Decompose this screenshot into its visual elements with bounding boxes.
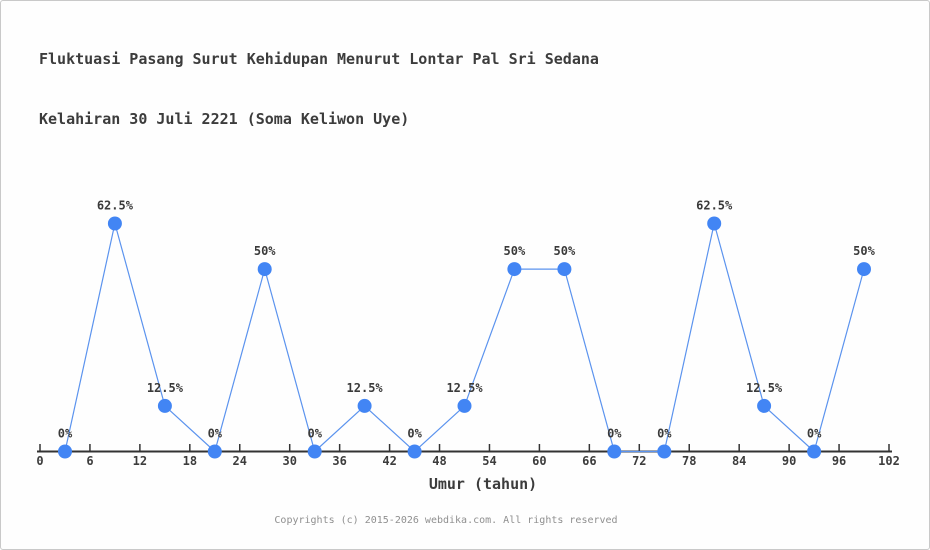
data-point-label: 0% bbox=[407, 427, 422, 441]
x-axis-tick-label: 78 bbox=[682, 454, 696, 468]
x-axis-tick-label: 72 bbox=[632, 454, 646, 468]
data-point-label: 50% bbox=[853, 244, 875, 258]
chart-title-line2: Kelahiran 30 Juli 2221 (Soma Keliwon Uye… bbox=[39, 110, 410, 128]
data-point-marker bbox=[357, 398, 372, 413]
data-point-label: 12.5% bbox=[147, 381, 184, 395]
x-axis-tick-label: 66 bbox=[582, 454, 596, 468]
data-point-label: 50% bbox=[254, 244, 276, 258]
data-point-marker bbox=[58, 444, 72, 459]
x-axis-tick-label: 42 bbox=[382, 454, 396, 468]
copyright-footer: Copyrights (c) 2015-2026 webdika.com. Al… bbox=[274, 515, 618, 526]
data-point-marker bbox=[107, 216, 122, 231]
line-series bbox=[58, 216, 871, 459]
data-point-marker bbox=[757, 398, 772, 413]
x-axis: 0 6 12 18 24 30 36 42 48 54 60 66 72 78 84 90 96 102 bbox=[36, 444, 900, 468]
data-point-marker bbox=[157, 398, 172, 413]
data-point-label: 50% bbox=[554, 244, 576, 258]
x-axis-title: Umur (tahun) bbox=[429, 475, 537, 493]
data-point-label: 0% bbox=[657, 427, 672, 441]
data-point-marker bbox=[257, 262, 272, 277]
x-axis-tick-label: 24 bbox=[233, 454, 247, 468]
x-axis-tick-label: 6 bbox=[86, 454, 93, 468]
x-axis-tick-label: 90 bbox=[782, 454, 796, 468]
data-point-label: 0% bbox=[208, 427, 223, 441]
data-point-label: 0% bbox=[807, 427, 822, 441]
data-point-label: 0% bbox=[307, 427, 322, 441]
x-axis-tick-label: 12 bbox=[133, 454, 147, 468]
data-point-label: 0% bbox=[58, 427, 73, 441]
x-axis-tick-label: 54 bbox=[482, 454, 496, 468]
data-point-label: 62.5% bbox=[696, 199, 733, 213]
data-point-marker bbox=[857, 262, 871, 277]
x-axis-tick-label: 84 bbox=[732, 454, 746, 468]
data-point-label: 62.5% bbox=[97, 199, 134, 213]
data-point-marker bbox=[807, 444, 822, 459]
x-axis-tick-label: 96 bbox=[832, 454, 846, 468]
x-axis-tick-label: 48 bbox=[432, 454, 446, 468]
data-point-label: 12.5% bbox=[746, 381, 783, 395]
x-axis-tick-label: 0 bbox=[36, 454, 43, 468]
data-point-marker bbox=[557, 262, 572, 277]
point-labels: 0% 62.5% 12.5% 0% 50% 0% 12.5% 0% 12.5% 50% 50% 0% 0… bbox=[58, 199, 876, 441]
series-line bbox=[64, 223, 865, 453]
data-point-marker bbox=[207, 444, 222, 459]
chart-title: Fluktuasi Pasang Surut Kehidupan Menurut… bbox=[39, 9, 599, 169]
data-point-label: 12.5% bbox=[347, 381, 384, 395]
data-point-label: 0% bbox=[607, 427, 622, 441]
x-axis-tick-label: 30 bbox=[282, 454, 296, 468]
x-axis-tick-label: 60 bbox=[532, 454, 546, 468]
data-point-marker bbox=[307, 444, 322, 459]
data-point-marker bbox=[707, 216, 722, 231]
data-point-marker bbox=[457, 398, 472, 413]
data-point-label: 50% bbox=[504, 244, 526, 258]
data-point-marker bbox=[657, 444, 672, 459]
data-point-marker bbox=[407, 444, 422, 459]
x-axis-tick-label: 18 bbox=[183, 454, 197, 468]
x-axis-tick-label: 102 bbox=[878, 454, 900, 468]
chart-title-line1: Fluktuasi Pasang Surut Kehidupan Menurut… bbox=[39, 50, 599, 68]
x-axis-tick-label: 36 bbox=[332, 454, 346, 468]
data-point-label: 12.5% bbox=[446, 381, 483, 395]
data-point-marker bbox=[507, 262, 522, 277]
data-point-marker bbox=[607, 444, 622, 459]
